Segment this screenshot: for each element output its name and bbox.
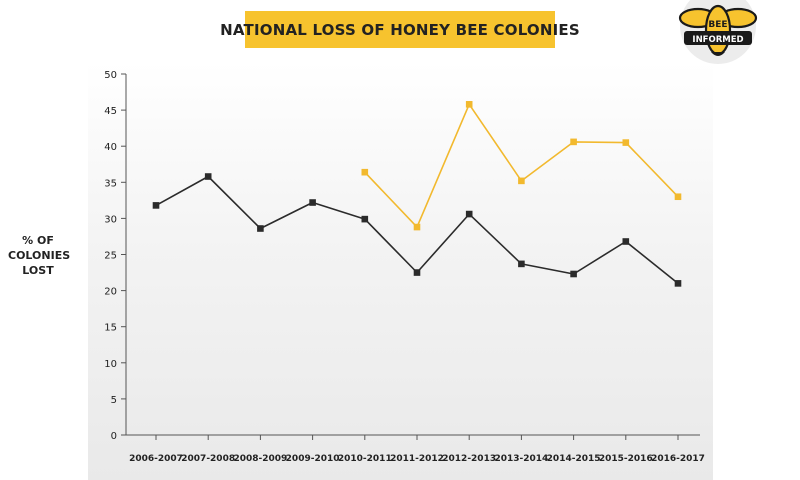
y-axis-label-line: LOST [22,264,54,277]
data-point-0 [570,270,577,278]
y-tick-label: 10 [104,359,117,370]
x-tick-label: 2013-2014 [494,454,548,464]
data-point-0 [465,210,473,218]
x-tick-label: 2006-2007 [129,454,183,464]
data-point-1 [622,139,630,146]
y-tick-label: 40 [104,142,117,153]
chart-title-box: NATIONAL LOSS OF HONEY BEE COLONIES [220,11,580,48]
x-tick-label: 2007-2008 [181,454,235,464]
data-point-1 [570,138,577,146]
data-point-0 [204,173,212,180]
y-tick-label: 25 [104,251,117,262]
x-tick-label: 2015-2016 [599,454,653,464]
data-point-1 [413,223,421,231]
x-tick-label: 2010-2011 [338,454,392,464]
y-tick-label: 35 [104,178,117,189]
x-tick-label: 2014-2015 [547,454,601,464]
data-point-1 [518,177,525,185]
bee-informed-logo: BEE INFORMED [678,0,758,64]
logo-text-informed: INFORMED [692,35,743,45]
data-point-0 [152,202,160,209]
logo-text-bee: BEE [708,20,727,30]
series-line-1 [364,103,679,228]
y-tick-label: 45 [104,106,117,117]
y-tick-label: 5 [111,395,117,406]
data-point-0 [309,199,316,206]
data-point-1 [361,168,369,176]
y-tick-label: 30 [104,214,117,225]
bee-icon [678,4,758,56]
y-tick-label: 15 [104,323,117,334]
data-point-1 [674,193,682,201]
data-point-0 [518,260,525,268]
data-point-0 [413,269,421,276]
data-point-0 [622,238,630,245]
data-point-0 [674,280,682,287]
x-tick-label: 2012-2013 [442,454,496,464]
x-tick-label: 2009-2010 [286,454,340,464]
y-tick-label: 50 [104,70,117,81]
data-point-1 [465,101,473,108]
x-tick-label: 2011-2012 [390,454,444,464]
plot-background [88,62,713,480]
y-axis-label-line: COLONIES [8,249,71,262]
x-tick-label: 2008-2009 [233,454,287,464]
y-tick-label: 20 [104,287,117,298]
data-point-0 [361,215,369,223]
data-point-0 [257,225,264,232]
chart-title: NATIONAL LOSS OF HONEY BEE COLONIES [220,20,580,39]
y-tick-label: 0 [111,431,117,442]
y-axis-label: % OF COLONIES LOST [8,233,71,278]
x-tick-label: 2016-2017 [651,454,705,464]
y-axis-label-line: % OF [22,234,54,247]
